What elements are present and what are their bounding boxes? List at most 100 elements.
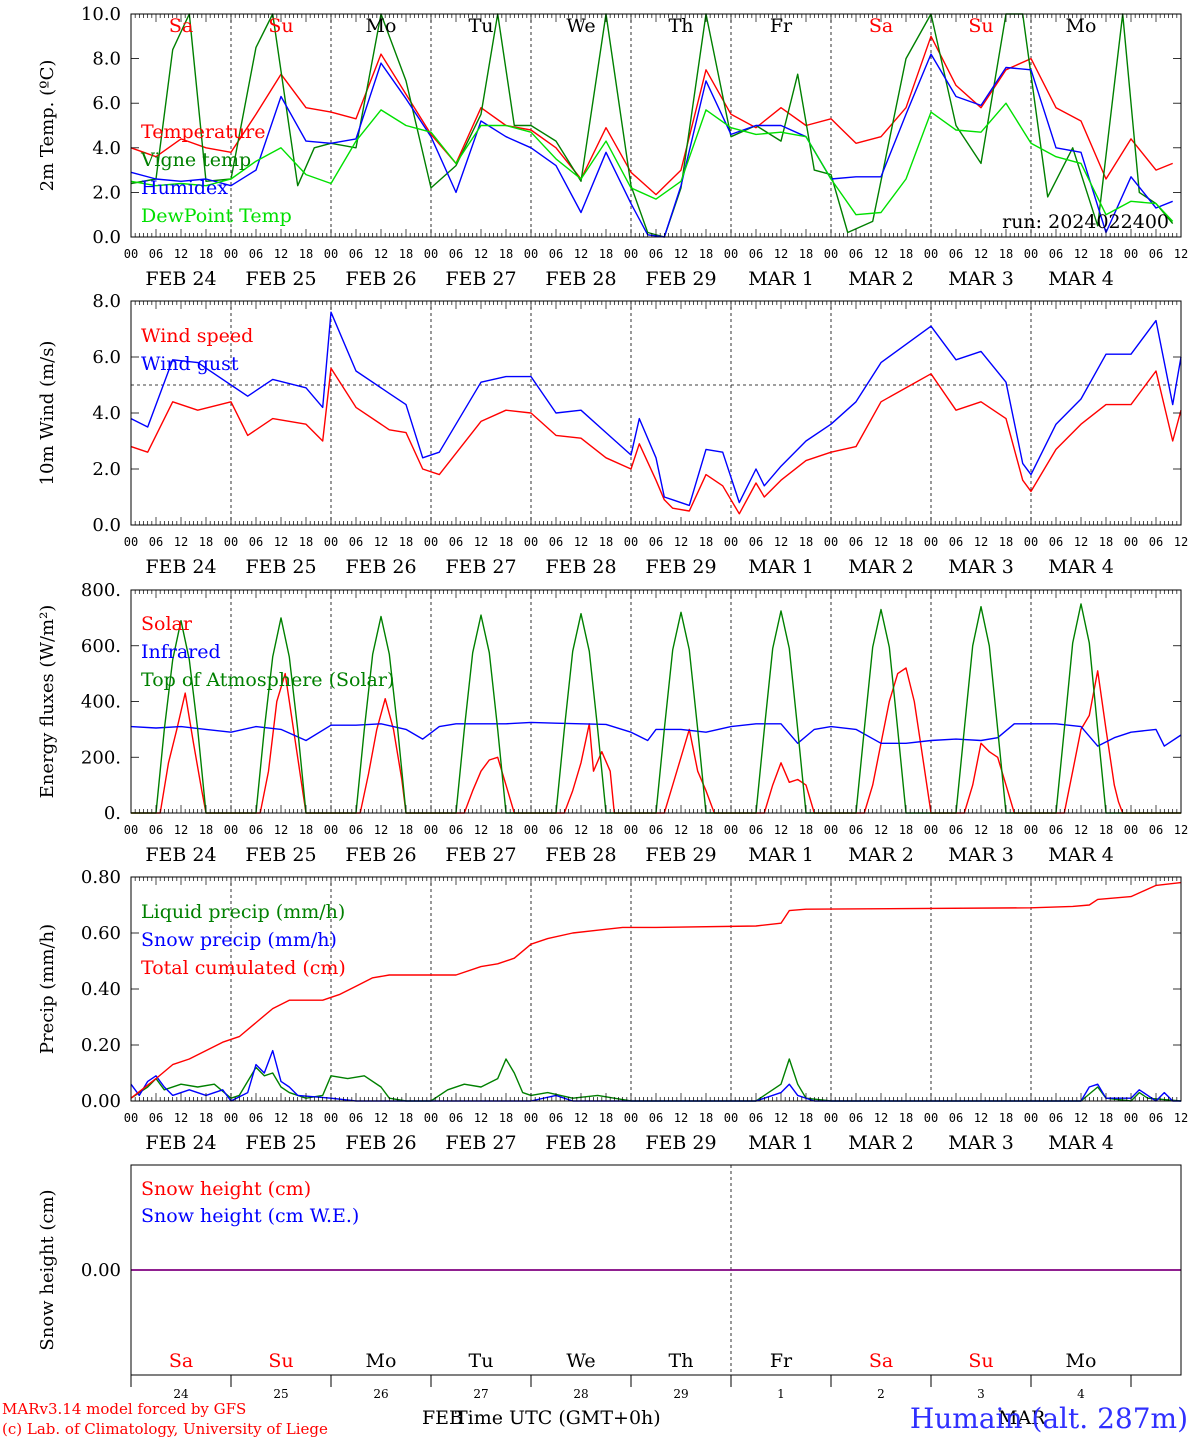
hour-tick-label: 18 bbox=[799, 823, 813, 837]
hour-tick-label: 12 bbox=[374, 247, 388, 261]
plot-frame bbox=[130, 300, 1182, 526]
series-line-wind-speed bbox=[130, 367, 1182, 515]
hour-tick-label: 18 bbox=[199, 823, 213, 837]
y-ticks: 0.00 0.20 0.40 0.60 0.80 bbox=[81, 867, 1181, 1112]
y-tick-label: 0.00 bbox=[81, 1091, 121, 1112]
hour-tick-label: 00 bbox=[524, 535, 538, 549]
hour-tick-label: 12 bbox=[274, 823, 288, 837]
hour-tick-label: 18 bbox=[599, 823, 613, 837]
date-label: FEB 27 bbox=[445, 1132, 516, 1154]
hour-tick-label: 18 bbox=[499, 535, 513, 549]
hour-tick-label: 00 bbox=[524, 1111, 538, 1125]
hour-tick-label: 06 bbox=[649, 247, 663, 261]
hour-tick-label: 00 bbox=[424, 823, 438, 837]
hour-tick-label: 12 bbox=[774, 247, 788, 261]
legend-entry: Total cumulated (cm) bbox=[141, 957, 346, 979]
y-tick-label: 10.0 bbox=[81, 4, 121, 25]
y-ticks: 0.0 2.0 4.0 6.0 8.0 10.0 bbox=[81, 4, 1181, 248]
weekday-label: Tu bbox=[469, 15, 494, 37]
hour-tick-label: 00 bbox=[924, 1111, 938, 1125]
date-label: FEB 28 bbox=[545, 556, 616, 578]
hour-tick-label: 12 bbox=[374, 823, 388, 837]
weekday-label: Mo bbox=[1066, 15, 1097, 37]
panel-snow: Snow height (cm) Snow height (cm W.E.) 0.0… bbox=[37, 1164, 1182, 1401]
y-tick-label: 2.0 bbox=[92, 182, 121, 203]
hour-tick-label: 06 bbox=[349, 1111, 363, 1125]
date-label: FEB 29 bbox=[645, 844, 716, 866]
date-label: FEB 25 bbox=[245, 1132, 316, 1154]
hour-tick-label: 12 bbox=[174, 535, 188, 549]
hour-tick-label: 12 bbox=[174, 1111, 188, 1125]
legend-entry: Vigne temp bbox=[140, 149, 251, 171]
weekday-label: Fr bbox=[770, 15, 793, 37]
hour-tick-label: 00 bbox=[924, 247, 938, 261]
weekday-label: We bbox=[566, 1350, 595, 1372]
y-ticks: 0. 200. 400. 600. 800. bbox=[81, 580, 1181, 824]
date-label: FEB 25 bbox=[245, 268, 316, 290]
hour-tick-label: 12 bbox=[874, 535, 888, 549]
day-number-label: 2 bbox=[877, 1387, 885, 1401]
hour-tick-label: 06 bbox=[749, 823, 763, 837]
panel-temp: Temperature Vigne temp Humidex DewPoint Tem… bbox=[37, 4, 1188, 290]
date-label: MAR 2 bbox=[848, 268, 914, 290]
hour-tick-label: 18 bbox=[299, 535, 313, 549]
hour-tick-label: 00 bbox=[824, 1111, 838, 1125]
series-line-temperature bbox=[130, 35, 1173, 196]
hour-tick-label: 06 bbox=[849, 247, 863, 261]
hour-tick-label: 18 bbox=[899, 535, 913, 549]
hour-tick-label: 12 bbox=[974, 823, 988, 837]
hour-tick-label: 12 bbox=[174, 247, 188, 261]
panel-precip: Liquid precip (mm/h) Snow precip (mm/h) To… bbox=[37, 867, 1188, 1154]
y-tick-label: 4.0 bbox=[92, 403, 121, 424]
date-label: MAR 4 bbox=[1048, 268, 1114, 290]
date-label: FEB 25 bbox=[245, 844, 316, 866]
day-separators bbox=[230, 590, 1032, 813]
hour-tick-label: 18 bbox=[899, 1111, 913, 1125]
y-axis-label: 10m Wind (m/s) bbox=[37, 341, 58, 486]
y-axis-label: Energy fluxes (W/m²) bbox=[37, 605, 58, 799]
hour-tick-label: 00 bbox=[1024, 247, 1038, 261]
date-label: MAR 1 bbox=[748, 844, 814, 866]
hour-tick-label: 06 bbox=[949, 535, 963, 549]
date-label: FEB 26 bbox=[345, 268, 416, 290]
y-tick-label: 0.20 bbox=[81, 1035, 121, 1056]
hour-tick-label: 00 bbox=[1124, 247, 1138, 261]
y-tick-label: 800. bbox=[81, 580, 121, 601]
hour-tick-label: 00 bbox=[1024, 535, 1038, 549]
hour-tick-label: 12 bbox=[474, 247, 488, 261]
date-label: FEB 27 bbox=[445, 844, 516, 866]
hour-tick-label: 18 bbox=[999, 535, 1013, 549]
hour-tick-label: 12 bbox=[674, 823, 688, 837]
series-group bbox=[130, 603, 1182, 814]
hour-tick-label: 18 bbox=[499, 1111, 513, 1125]
hour-tick-label: 06 bbox=[249, 823, 263, 837]
hour-tick-label: 12 bbox=[374, 1111, 388, 1125]
hour-tick-label: 12 bbox=[774, 823, 788, 837]
x-ticks bbox=[130, 590, 1182, 813]
hour-tick-label: 12 bbox=[1074, 1111, 1088, 1125]
date-label: MAR 3 bbox=[948, 268, 1014, 290]
weekday-label: Mo bbox=[366, 1350, 397, 1372]
hour-tick-label: 00 bbox=[824, 535, 838, 549]
series-line-solar bbox=[131, 667, 1181, 814]
weekday-label: Su bbox=[968, 1350, 993, 1372]
hour-tick-label: 06 bbox=[249, 247, 263, 261]
hour-tick-label: 06 bbox=[549, 535, 563, 549]
date-labels: FEB 24 FEB 25 FEB 26 FEB 27 FEB 28 FEB 29 MAR … bbox=[145, 1132, 1113, 1154]
hour-tick-label: 00 bbox=[124, 1111, 138, 1125]
hour-tick-label: 06 bbox=[1149, 535, 1163, 549]
date-label: MAR 4 bbox=[1048, 556, 1114, 578]
hour-tick-label: 18 bbox=[399, 247, 413, 261]
hour-tick-label: 06 bbox=[1149, 823, 1163, 837]
hour-tick-label: 12 bbox=[474, 1111, 488, 1125]
hour-tick-label: 06 bbox=[849, 823, 863, 837]
hour-tick-label: 18 bbox=[199, 247, 213, 261]
station-name: Humain (alt. 287m) bbox=[910, 1402, 1188, 1435]
hour-tick-label: 06 bbox=[749, 247, 763, 261]
legend-entry: Wind gust bbox=[141, 353, 239, 375]
hour-tick-label: 00 bbox=[724, 823, 738, 837]
series-group bbox=[130, 311, 1182, 515]
panel-energy: Solar Infrared Top of Atmosphere (Solar) 00… bbox=[37, 580, 1188, 866]
date-label: MAR 4 bbox=[1048, 844, 1114, 866]
